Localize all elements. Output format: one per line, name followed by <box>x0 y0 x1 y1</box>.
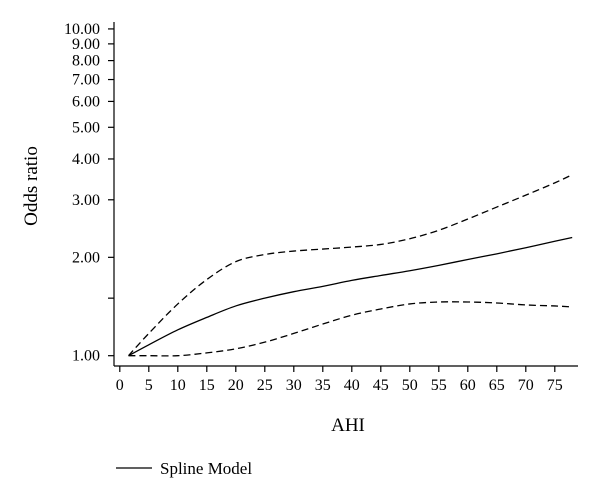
y-tick-label: 8.00 <box>72 53 100 70</box>
x-tick-label: 15 <box>199 377 215 394</box>
x-tick-label: 40 <box>344 377 360 394</box>
x-tick-label: 5 <box>145 377 153 394</box>
x-tick-label: 70 <box>518 377 534 394</box>
x-tick-label: 50 <box>402 377 418 394</box>
x-tick-label: 25 <box>257 377 273 394</box>
y-tick-label: 5.00 <box>72 119 100 136</box>
upper-ci-line <box>128 174 573 357</box>
y-axis-title: Odds ratio <box>21 146 42 226</box>
x-axis-title: AHI <box>331 415 365 436</box>
y-tick-label: 3.00 <box>72 192 100 209</box>
y-tick-label: 1.00 <box>72 348 100 365</box>
y-tick-label: 6.00 <box>72 93 100 110</box>
x-tick-label: 65 <box>489 377 505 394</box>
y-tick-label: 2.00 <box>72 249 100 266</box>
y-tick-label: 7.00 <box>72 72 100 89</box>
x-tick-label: 0 <box>116 377 124 394</box>
y-tick-label: 4.00 <box>72 151 100 168</box>
x-tick-label: 35 <box>315 377 331 394</box>
x-tick-label: 60 <box>460 377 476 394</box>
x-tick-label: 45 <box>373 377 389 394</box>
x-tick-label: 75 <box>547 377 563 394</box>
lower-ci-line <box>128 301 573 357</box>
series-layer <box>128 174 573 357</box>
y-axis: 1.00 2.00 3.00 4.00 5.00 6.00 7.00 8.009.0010.0… <box>64 21 115 366</box>
y-tick-label: 9.00 <box>72 36 100 53</box>
spline-model-line <box>128 236 573 357</box>
legend-label-spline: Spline Model <box>160 459 252 478</box>
x-axis: 0 5 10 15 20 25 30 35 40 45 50 55 60 65 70 75 <box>114 365 578 394</box>
x-tick-label: 10 <box>170 377 186 394</box>
x-tick-label: 55 <box>431 377 447 394</box>
legend: Spline Model <box>116 459 252 478</box>
x-tick-label: 30 <box>286 377 302 394</box>
x-tick-label: 20 <box>228 377 244 394</box>
y-tick-label: 10.00 <box>64 21 100 38</box>
